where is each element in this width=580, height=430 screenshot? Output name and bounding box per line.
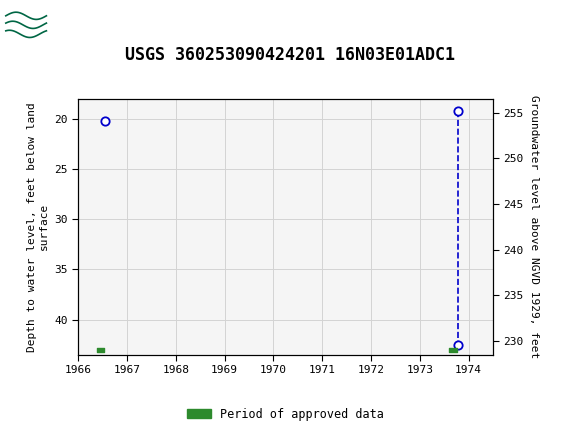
- Text: USGS: USGS: [52, 13, 112, 32]
- Legend: Period of approved data: Period of approved data: [183, 403, 389, 426]
- Y-axis label: Groundwater level above NGVD 1929, feet: Groundwater level above NGVD 1929, feet: [529, 95, 539, 359]
- Y-axis label: Depth to water level, feet below land
surface: Depth to water level, feet below land su…: [27, 102, 49, 352]
- Bar: [5, 6, 48, 40]
- Text: USGS 360253090424201 16N03E01ADC1: USGS 360253090424201 16N03E01ADC1: [125, 46, 455, 64]
